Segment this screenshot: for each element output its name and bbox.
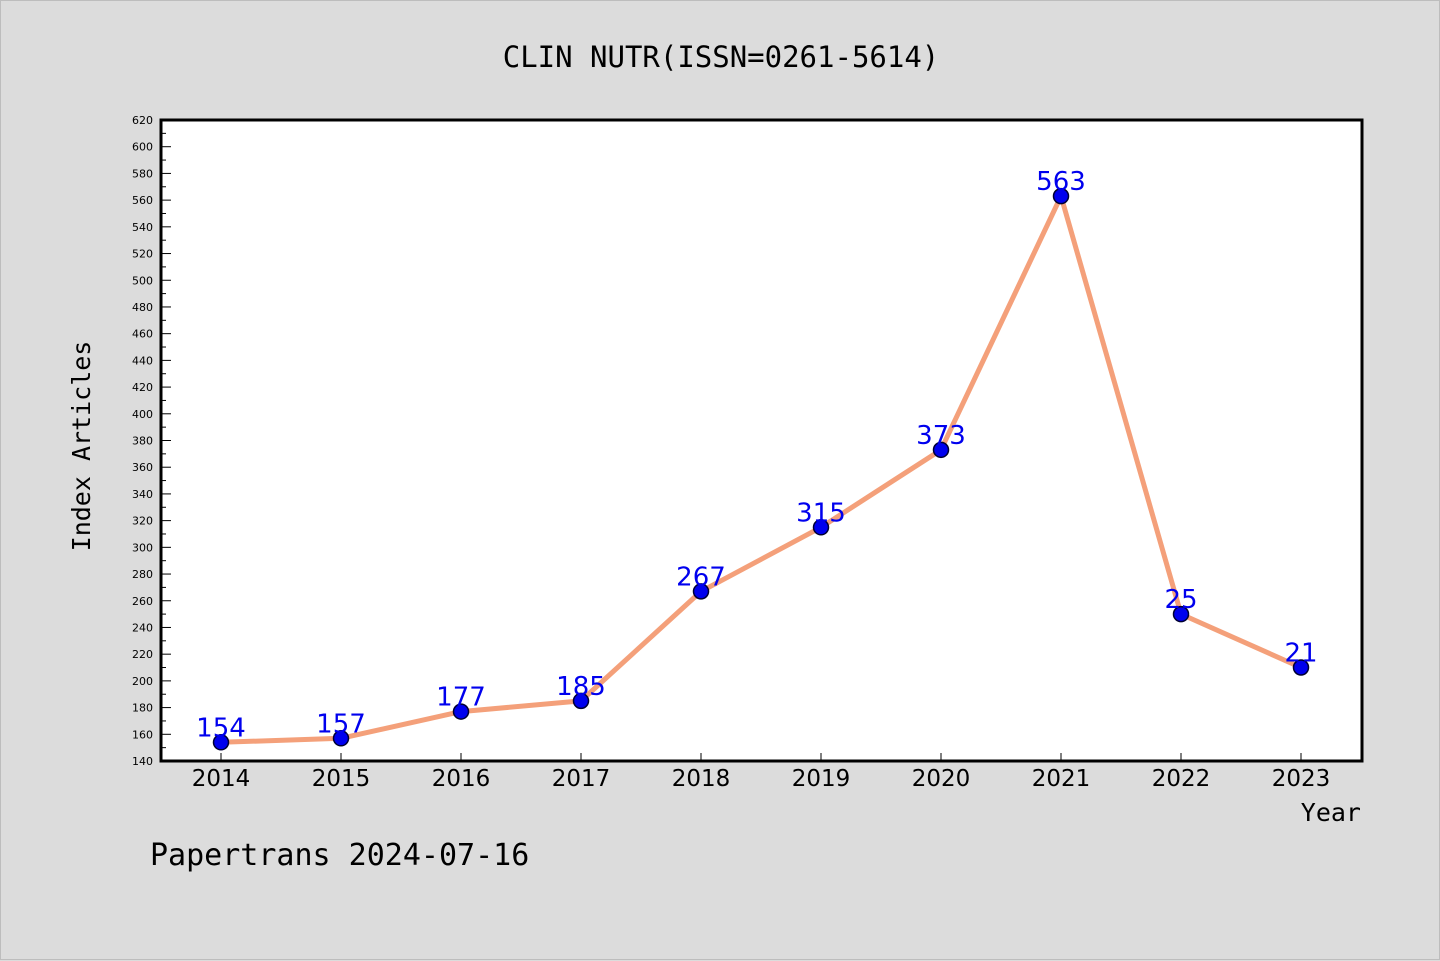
x-tick-label: 2015 [312,766,371,792]
y-tick-label: 560 [132,194,153,207]
x-tick-label: 2017 [552,766,611,792]
data-labels: 154 157 177 185 267 315 373 563 25 21 [196,167,1317,743]
y-tick-label: 360 [132,461,153,474]
y-tick-label: 180 [132,702,153,715]
y-tick-label: 160 [132,728,153,741]
chart-title: CLIN NUTR(ISSN=0261-5614) [503,40,940,74]
data-label: 154 [196,713,246,743]
y-tick-label: 220 [132,648,153,661]
data-point [212,734,230,751]
x-axis-label: Year [1301,798,1361,827]
y-tick-label: 340 [132,488,153,501]
y-tick-label: 500 [132,274,153,287]
y-tick-label: 480 [132,301,153,314]
x-tick-label: 2022 [1152,766,1211,792]
data-label: 177 [436,683,486,713]
y-tick-label: 620 [132,114,153,127]
x-tick-label: 2016 [432,766,491,792]
series-line [220,193,1303,745]
data-point [1172,605,1190,623]
y-axis-ticks: 140 160 180 200 220 240 260 280 300 320 340 360 380 4… [132,114,171,768]
y-tick-label: 200 [132,675,153,688]
data-label: 21 [1284,639,1317,669]
y-tick-label: 240 [132,621,153,634]
x-tick-label: 2014 [192,766,251,792]
data-label: 373 [916,421,966,451]
y-tick-label: 280 [132,568,153,581]
series-markers [212,187,1310,751]
x-tick-label: 2021 [1032,766,1091,792]
data-label: 185 [556,672,606,702]
y-tick-label: 600 [132,141,153,154]
data-point [812,519,830,536]
x-tick-label: 2020 [912,766,971,792]
y-tick-label: 440 [132,354,153,367]
y-tick-label: 580 [132,167,153,180]
y-tick-label: 520 [132,248,153,261]
data-point [452,703,470,720]
y-tick-label: 400 [132,408,153,421]
y-tick-label: 460 [132,328,153,341]
x-tick-label: 2023 [1272,766,1331,792]
y-axis-label: Index Articles [67,341,96,552]
y-tick-label: 260 [132,595,153,608]
y-tick-label: 320 [132,515,153,528]
y-tick-label: 140 [132,755,153,768]
series-line-path [220,193,1303,745]
data-point [1052,187,1070,205]
y-tick-label: 540 [132,221,153,234]
y-tick-label: 420 [132,381,153,394]
data-label: 157 [316,709,366,739]
y-tick-label: 300 [132,541,153,554]
data-point [572,692,590,710]
data-point [1292,659,1310,676]
x-axis-ticks: 2014 2015 2016 2017 2018 2019 2020 2021 2022 2023 [192,753,1331,792]
y-tick-label: 380 [132,435,153,448]
data-label: 315 [796,498,846,528]
data-point [932,441,950,459]
x-tick-label: 2018 [672,766,731,792]
data-point [332,730,350,747]
data-label: 563 [1036,167,1086,197]
data-label: 25 [1164,585,1197,615]
data-label: 267 [676,562,726,592]
data-point [692,583,710,600]
plot-area [159,118,1364,763]
x-tick-label: 2019 [792,766,851,792]
watermark-text: Papertrans 2024-07-16 [150,838,529,873]
